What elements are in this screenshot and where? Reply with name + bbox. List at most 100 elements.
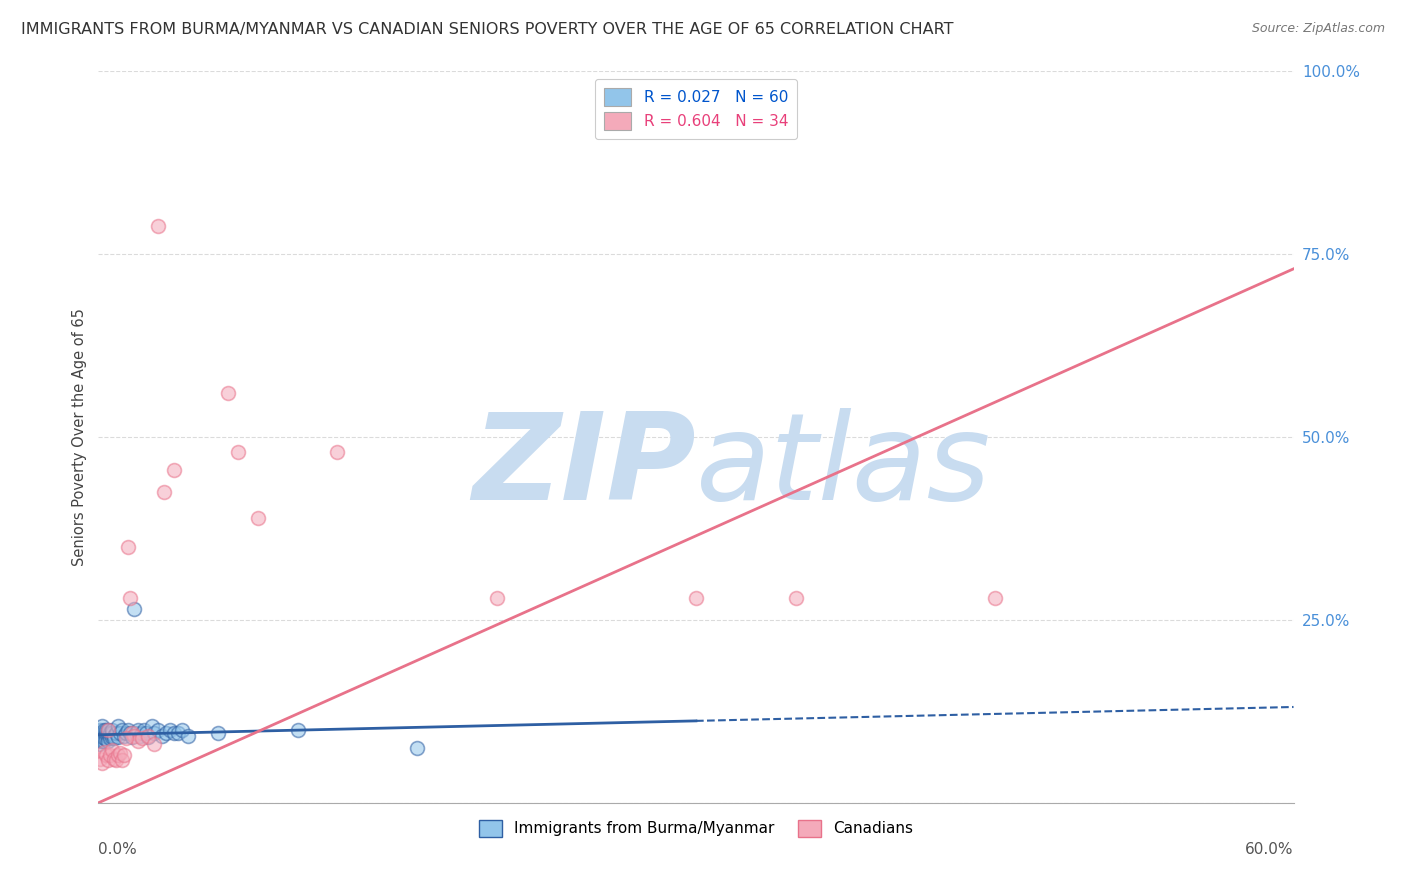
Point [93,733,115,747]
Point [105,753,128,767]
Point [97,733,120,747]
Point [136,730,159,744]
Point [93,731,115,746]
Point [135,726,157,740]
Point [93,723,115,737]
Point [112,729,135,743]
Point [207,726,229,740]
Point [111,723,134,737]
Point [103,729,125,743]
Point [406,740,429,755]
Point [785,591,807,605]
Point [148,723,170,737]
Point [125,726,148,740]
Point [131,731,153,746]
Point [984,591,1007,605]
Point [98,726,122,740]
Point [98,731,122,746]
Point [91,726,114,740]
Point [141,719,163,733]
Point [163,463,186,477]
Point [98,748,122,763]
Point [112,748,135,763]
Point [96,748,118,763]
Point [89,733,111,747]
Point [97,726,120,740]
Point [110,746,132,760]
Point [120,591,142,605]
Point [89,723,111,737]
Point [96,723,118,737]
Point [148,219,170,234]
Point [89,726,111,740]
Point [101,730,124,744]
Text: ZIP: ZIP [472,408,696,524]
Point [172,723,194,737]
Point [163,726,186,740]
Point [105,726,128,740]
Point [107,730,129,744]
Point [124,602,146,616]
Point [150,729,173,743]
Point [153,485,176,500]
Point [97,730,120,744]
Point [101,723,124,737]
Point [107,719,129,733]
Point [134,723,156,737]
Point [97,753,120,767]
Point [217,386,239,401]
Point [103,752,125,766]
Y-axis label: Seniors Poverty Over the Age of 65: Seniors Poverty Over the Age of 65 [72,308,87,566]
Point [143,737,166,751]
Point [96,726,118,740]
Text: 0.0%: 0.0% [98,842,138,856]
Point [287,723,309,737]
Point [103,731,125,746]
Point [91,730,114,744]
Point [246,510,269,524]
Point [91,733,114,747]
Point [131,726,153,740]
Point [93,745,115,759]
Point [115,731,138,746]
Point [117,540,139,554]
Point [155,726,177,740]
Point [177,729,200,743]
Point [127,733,149,747]
Point [117,723,139,737]
Point [96,732,118,747]
Point [89,737,111,751]
Text: 60.0%: 60.0% [1246,842,1294,856]
Point [91,719,114,733]
Point [115,726,138,740]
Point [326,444,349,458]
Point [159,723,181,737]
Point [685,591,707,605]
Point [167,726,190,740]
Point [226,444,249,458]
Point [98,729,122,743]
Point [121,730,143,744]
Point [96,729,118,743]
Point [101,743,124,757]
Point [121,726,143,740]
Point [107,748,129,763]
Point [485,591,508,605]
Legend: Immigrants from Burma/Myanmar, Canadians: Immigrants from Burma/Myanmar, Canadians [472,814,920,843]
Point [143,726,166,740]
Point [111,753,134,767]
Point [129,729,152,743]
Point [93,730,115,744]
Point [101,726,124,740]
Point [124,729,146,743]
Point [127,723,149,737]
Point [91,756,114,770]
Point [93,726,115,740]
Point [97,723,120,737]
Text: IMMIGRANTS FROM BURMA/MYANMAR VS CANADIAN SENIORS POVERTY OVER THE AGE OF 65 COR: IMMIGRANTS FROM BURMA/MYANMAR VS CANADIA… [21,22,953,37]
Text: atlas: atlas [696,408,991,524]
Point [120,726,142,740]
Text: Source: ZipAtlas.com: Source: ZipAtlas.com [1251,22,1385,36]
Point [97,723,120,737]
Point [89,752,111,766]
